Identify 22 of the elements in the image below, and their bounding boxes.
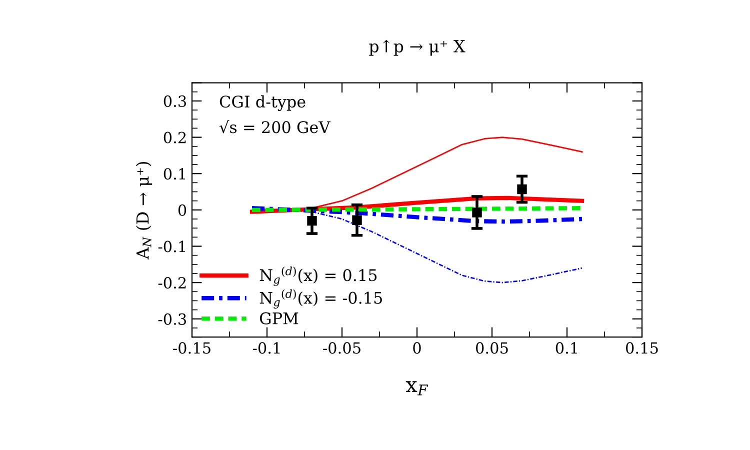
x-tick-label: 0.05 [476,342,508,354]
annotation: √s = 200 GeV [219,120,330,134]
y-tick-label: -0.2 [158,277,186,289]
y-tick-label: -0.3 [158,313,186,325]
legend-label: N$_{g}$$^{(d)}$(x) = -0.15 [260,289,382,309]
x-axis-title: x$_{F}$ [406,381,428,396]
x-tick-label: 0.1 [556,342,577,354]
y-tick-label: 0 [178,204,186,216]
chart-title: p↑p → μ⁺ X [369,40,466,56]
y-tick-label: 0.2 [164,132,186,144]
x-tick-label: 0.15 [626,342,658,354]
legend-label: GPM [260,312,298,324]
y-tick-label: 0.3 [164,95,186,107]
legend-label: N$_{g}$$^{(d)}$(x) = 0.15 [260,266,377,286]
y-tick-label: -0.1 [158,240,185,252]
y-axis-title: A$_{N}$ (D → μ⁺) [136,162,152,260]
x-tick-label: -0.05 [323,342,360,354]
x-tick-label: 0 [413,342,421,354]
annotation: CGI d-type [220,95,306,111]
x-tick-label: -0.1 [252,342,280,354]
x-tick-label: -0.15 [173,342,210,354]
y-tick-label: 0.1 [164,168,185,180]
